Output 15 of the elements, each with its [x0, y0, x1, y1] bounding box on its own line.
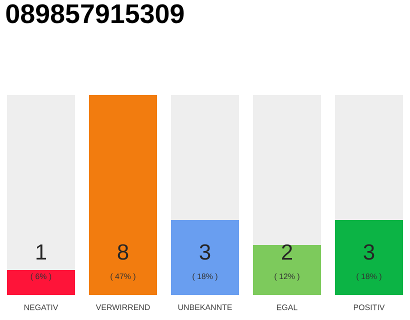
- bar: [335, 220, 404, 295]
- data-label: 8: [118, 244, 128, 260]
- bar: [89, 95, 157, 295]
- bar: [7, 270, 75, 295]
- bar: [7, 95, 75, 270]
- bar: [253, 95, 322, 245]
- bar: [171, 95, 240, 220]
- bar: [253, 245, 322, 295]
- data-label: 1: [36, 244, 46, 260]
- bar: [171, 220, 240, 295]
- data-label: 2: [282, 244, 292, 260]
- data-label: 3: [364, 244, 374, 260]
- bar: [335, 95, 404, 220]
- data-label: 3: [200, 244, 210, 260]
- chart-title: 089857915309: [6, 4, 184, 24]
